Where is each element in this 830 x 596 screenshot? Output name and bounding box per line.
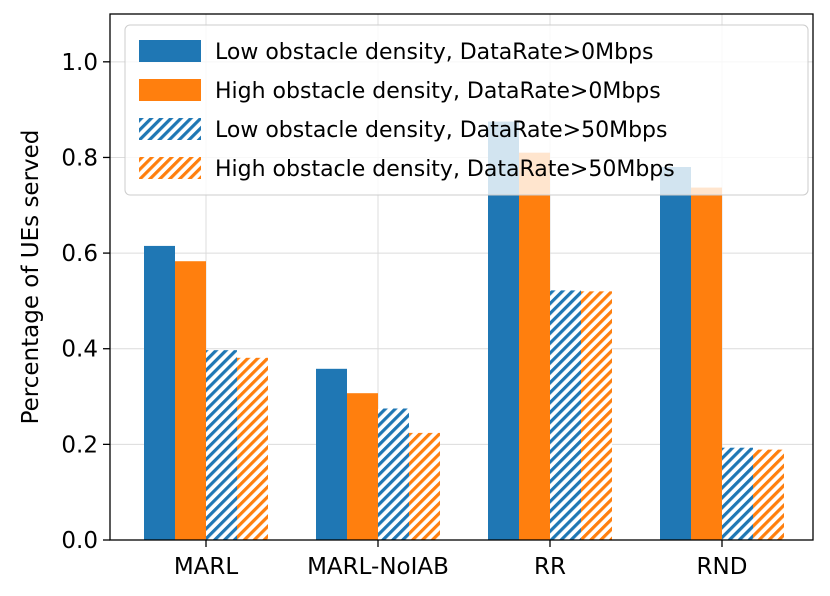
legend-entry: Low obstacle density, DataRate>0Mbps bbox=[215, 40, 653, 65]
legend-box bbox=[124, 24, 809, 196]
y-tick-label: 0.2 bbox=[61, 432, 98, 458]
x-tick-label: RR bbox=[534, 554, 566, 580]
x-tick-label: MARL bbox=[174, 554, 239, 580]
y-tick-label: 0.0 bbox=[61, 528, 98, 554]
y-tick-label: 1.0 bbox=[61, 50, 98, 76]
legend-swatch bbox=[139, 40, 201, 62]
bar-marl-noiab-series-2 bbox=[347, 393, 378, 540]
ticks: 0.0 0.2 0.4 0.6 0.8 1.0 MARL MARL-NoIAB RR RND bbox=[61, 50, 747, 580]
bar-marl-series-2 bbox=[175, 261, 206, 540]
bar-marl-noiab-series-4 bbox=[409, 432, 440, 540]
bar-marl-series-3 bbox=[206, 350, 237, 540]
bar-rnd-series-3 bbox=[722, 447, 753, 540]
x-tick-label: MARL-NoIAB bbox=[307, 554, 449, 580]
legend-entry: High obstacle density, DataRate>0Mbps bbox=[215, 79, 661, 104]
bar-rr-series-2 bbox=[519, 152, 550, 540]
legend-entry: Low obstacle density, DataRate>50Mbps bbox=[215, 118, 667, 143]
y-tick-label: 0.8 bbox=[61, 145, 98, 171]
bar-marl-noiab-series-3 bbox=[378, 408, 409, 540]
legend-swatch bbox=[139, 157, 201, 179]
legend: Low obstacle density, DataRate>0Mbps High… bbox=[124, 24, 809, 196]
x-tick-label: RND bbox=[697, 554, 748, 580]
bar-marl-noiab-series-1 bbox=[316, 368, 347, 540]
bar-rr-series-4 bbox=[581, 291, 612, 540]
y-tick-label: 0.6 bbox=[61, 241, 98, 267]
bar-rnd-series-1 bbox=[660, 167, 691, 540]
y-axis-label: Percentage of UEs served bbox=[18, 130, 44, 425]
bar-marl-series-4 bbox=[237, 357, 268, 540]
bars bbox=[144, 121, 784, 540]
legend-entry: High obstacle density, DataRate>50Mbps bbox=[215, 157, 675, 182]
plot-frame bbox=[109, 13, 814, 541]
legend-swatch bbox=[139, 79, 201, 101]
bar-rnd-series-4 bbox=[753, 449, 784, 540]
legend-swatch bbox=[139, 118, 201, 140]
bar-rnd-series-2 bbox=[691, 187, 722, 540]
bar-rr-series-3 bbox=[550, 290, 581, 540]
bar-marl-series-1 bbox=[144, 245, 175, 540]
y-tick-label: 0.4 bbox=[61, 337, 98, 363]
